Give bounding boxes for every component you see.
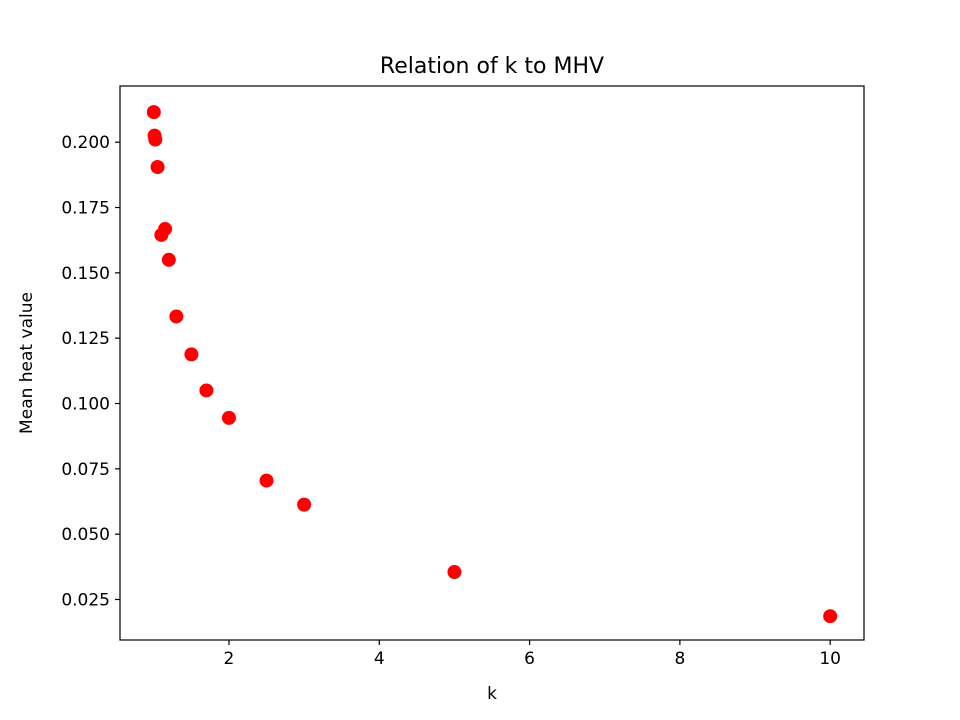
data-point (823, 609, 838, 624)
data-point (297, 497, 312, 512)
x-tick-label: 8 (674, 649, 685, 669)
y-axis-label: Mean heat value (17, 292, 37, 434)
y-tick-label: 0.175 (61, 199, 110, 219)
data-point (150, 160, 165, 175)
x-tick-label: 4 (374, 649, 385, 669)
chart-title: Relation of k to MHV (380, 54, 604, 79)
data-point (148, 132, 163, 147)
x-tick-label: 6 (524, 649, 535, 669)
y-axis-ticks: 0.025 0.050 0.075 0.100 0.125 0.150 0.175 0.200 (61, 133, 120, 610)
x-axis-label: k (487, 684, 497, 704)
data-point (221, 410, 236, 425)
data-point (184, 347, 199, 362)
data-point (146, 105, 161, 120)
data-point (259, 473, 274, 488)
y-tick-label: 0.050 (61, 525, 110, 545)
data-points (146, 105, 838, 624)
data-point (169, 309, 184, 324)
y-tick-label: 0.100 (61, 395, 110, 415)
data-point (199, 383, 214, 398)
x-axis-ticks: 2 4 6 8 10 (224, 640, 841, 669)
x-tick-label: 2 (224, 649, 235, 669)
y-tick-label: 0.125 (61, 329, 110, 349)
data-point (447, 565, 462, 580)
data-point (158, 221, 173, 236)
y-tick-label: 0.075 (61, 460, 110, 480)
y-tick-label: 0.200 (61, 133, 110, 153)
x-tick-label: 10 (819, 649, 841, 669)
y-tick-label: 0.150 (61, 264, 110, 284)
plot-area-frame (119, 85, 865, 641)
data-point (161, 252, 176, 267)
y-tick-label: 0.025 (61, 590, 110, 610)
